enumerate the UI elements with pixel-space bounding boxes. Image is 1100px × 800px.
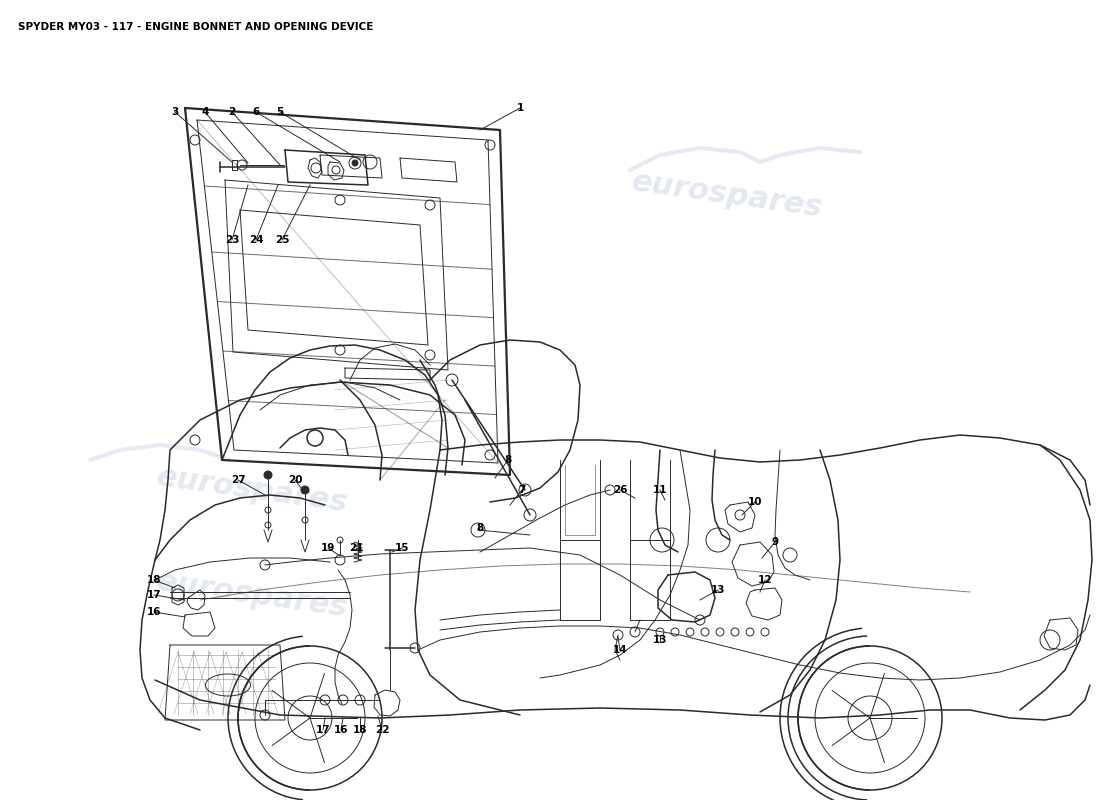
Text: 8: 8 [505, 455, 512, 465]
Text: 8: 8 [476, 523, 484, 533]
Text: 20: 20 [288, 475, 302, 485]
Text: 1: 1 [516, 103, 524, 113]
Text: 18: 18 [146, 575, 162, 585]
Text: 11: 11 [652, 485, 668, 495]
Text: 18: 18 [353, 725, 367, 735]
Circle shape [301, 486, 309, 494]
Text: 13: 13 [711, 585, 725, 595]
Text: 25: 25 [275, 235, 289, 245]
Text: 2: 2 [229, 107, 235, 117]
Circle shape [352, 160, 358, 166]
Text: 9: 9 [771, 537, 779, 547]
Text: 15: 15 [395, 543, 409, 553]
Text: 27: 27 [231, 475, 245, 485]
Text: 4: 4 [201, 107, 209, 117]
Text: SPYDER MY03 - 117 - ENGINE BONNET AND OPENING DEVICE: SPYDER MY03 - 117 - ENGINE BONNET AND OP… [18, 22, 373, 32]
Text: 17: 17 [146, 590, 162, 600]
Text: 7: 7 [518, 485, 526, 495]
Text: 17: 17 [316, 725, 330, 735]
Text: 10: 10 [748, 497, 762, 507]
Text: 3: 3 [172, 107, 178, 117]
Text: 19: 19 [321, 543, 336, 553]
Text: 5: 5 [276, 107, 284, 117]
Text: 16: 16 [333, 725, 349, 735]
Text: eurospares: eurospares [155, 567, 350, 622]
Text: eurospares: eurospares [630, 167, 825, 222]
Text: 14: 14 [613, 645, 627, 655]
Circle shape [264, 471, 272, 479]
Text: 23: 23 [224, 235, 240, 245]
Text: 24: 24 [249, 235, 263, 245]
Text: 26: 26 [613, 485, 627, 495]
Text: 12: 12 [758, 575, 772, 585]
Text: 6: 6 [252, 107, 260, 117]
Text: eurospares: eurospares [155, 462, 350, 518]
Text: 22: 22 [375, 725, 389, 735]
Text: 13: 13 [652, 635, 668, 645]
Text: 21: 21 [349, 543, 363, 553]
Text: 16: 16 [146, 607, 162, 617]
